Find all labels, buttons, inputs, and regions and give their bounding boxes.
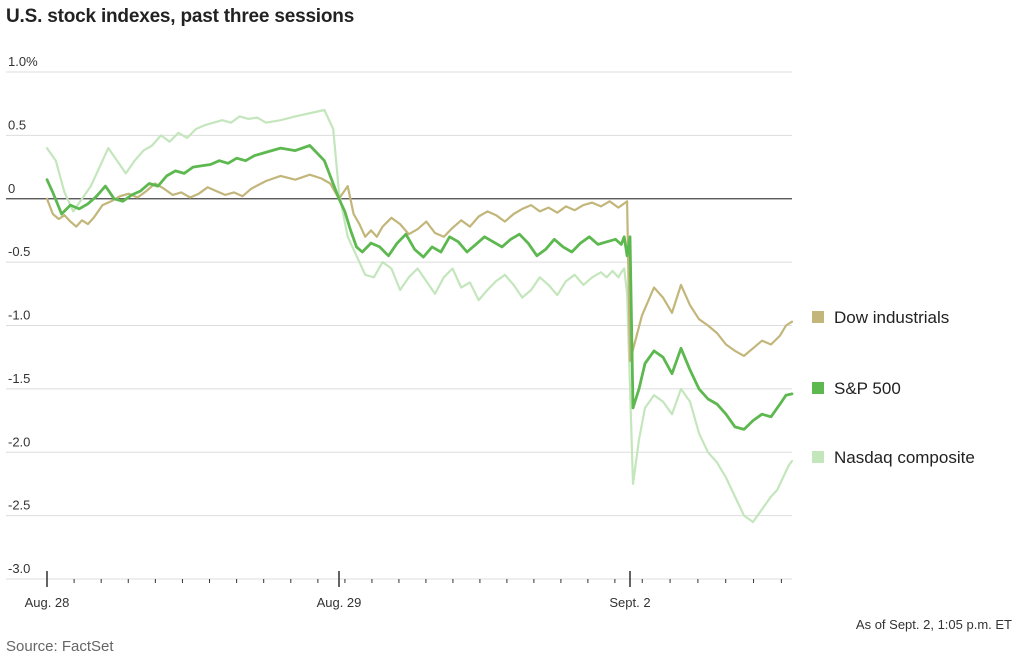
series-line-s-p-500 [45, 144, 794, 431]
chart-title: U.S. stock indexes, past three sessions [6, 6, 355, 27]
legend-swatch [812, 311, 824, 323]
source-label: Source: FactSet [6, 638, 114, 655]
series-line-nasdaq-composite [45, 108, 794, 524]
x-tick-label: Aug. 29 [317, 595, 362, 610]
y-tick-label: -1.5 [8, 371, 30, 386]
x-tick-label: Aug. 28 [25, 595, 70, 610]
y-tick-label: -2.0 [8, 434, 30, 449]
legend-label: S&P 500 [834, 379, 901, 398]
series-line-dow-industrials [45, 173, 794, 363]
y-tick-label: -0.5 [8, 244, 30, 259]
legend-swatch [812, 451, 824, 463]
legend-label: Nasdaq composite [834, 448, 975, 467]
y-tick-label: 1.0% [8, 54, 38, 69]
y-tick-label: -2.5 [8, 498, 30, 513]
legend-swatch [812, 382, 824, 394]
legend-label: Dow industrials [834, 308, 949, 327]
y-tick-label: 0 [8, 181, 15, 196]
timestamp-note: As of Sept. 2, 1:05 p.m. ET [855, 617, 1012, 632]
y-tick-label: -1.0 [8, 308, 30, 323]
y-tick-label: 0.5 [8, 117, 26, 132]
x-tick-label: Sept. 2 [609, 595, 650, 610]
y-tick-label: -3.0 [8, 561, 30, 576]
